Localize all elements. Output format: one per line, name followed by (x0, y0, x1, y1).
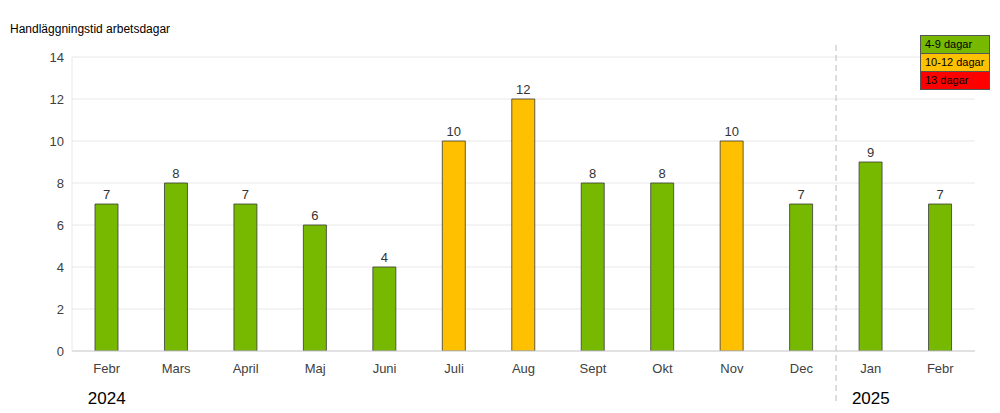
svg-text:7: 7 (242, 187, 249, 202)
svg-text:10: 10 (724, 124, 738, 139)
svg-text:7: 7 (797, 187, 804, 202)
svg-text:Maj: Maj (305, 361, 326, 376)
svg-text:Aug: Aug (512, 361, 535, 376)
svg-text:7: 7 (103, 187, 110, 202)
html-text:10-12 dagar: 10-12 dagar (925, 56, 985, 68)
html-text:4-9 dagar: 4-9 dagar (925, 38, 973, 50)
svg-text:Nov: Nov (720, 361, 744, 376)
svg-text:2: 2 (57, 302, 64, 317)
html-text:13 dagar: 13 dagar (925, 74, 969, 86)
svg-text:7: 7 (936, 187, 943, 202)
svg-text:12: 12 (516, 82, 530, 97)
svg-text:6: 6 (311, 208, 318, 223)
svg-text:8: 8 (659, 166, 666, 181)
svg-text:Sept: Sept (580, 361, 607, 376)
svg-text:April: April (233, 361, 259, 376)
svg-text:8: 8 (57, 176, 64, 191)
svg-text:9: 9 (867, 145, 874, 160)
svg-text:4: 4 (381, 250, 388, 265)
svg-text:Jan: Jan (860, 361, 881, 376)
svg-text:2024: 2024 (88, 389, 126, 405)
svg-text:Juli: Juli (444, 361, 464, 376)
svg-text:10: 10 (50, 134, 64, 149)
svg-text:Okt: Okt (652, 361, 673, 376)
svg-text:Febr: Febr (927, 361, 954, 376)
svg-text:Febr: Febr (93, 361, 120, 376)
svg-text:8: 8 (172, 166, 179, 181)
svg-text:14: 14 (50, 50, 64, 65)
svg-text:Juni: Juni (373, 361, 397, 376)
svg-text:10: 10 (447, 124, 461, 139)
svg-text:4: 4 (57, 260, 64, 275)
svg-text:6: 6 (57, 218, 64, 233)
svg-text:8: 8 (589, 166, 596, 181)
svg-text:0: 0 (57, 344, 64, 359)
svg-text:Mars: Mars (162, 361, 191, 376)
svg-text:Dec: Dec (790, 361, 814, 376)
html-text:Handläggningstid arbetsdagar: Handläggningstid arbetsdagar (10, 22, 171, 36)
svg-text:2025: 2025 (852, 389, 890, 405)
svg-text:12: 12 (50, 92, 64, 107)
